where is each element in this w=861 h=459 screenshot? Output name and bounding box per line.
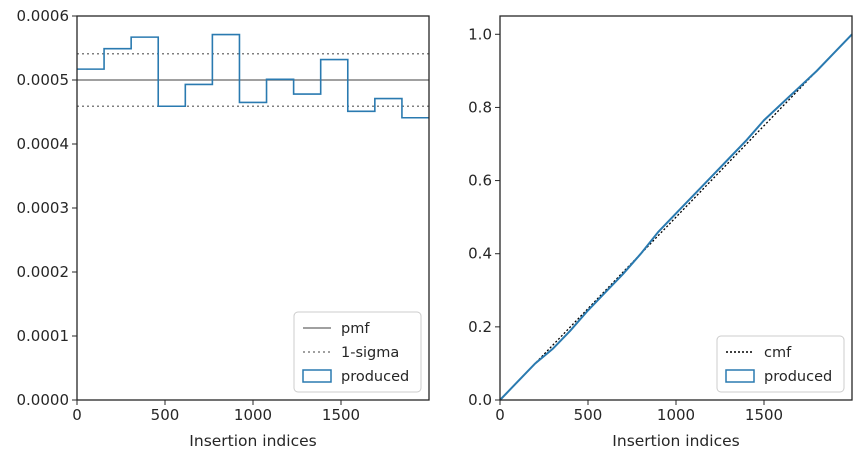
- cmf-line: [499, 33, 853, 401]
- y-tick-label: 0.0000: [17, 391, 70, 409]
- produced-legend-label: produced: [764, 369, 832, 385]
- axes-frame: [76, 15, 430, 401]
- produced-legend-label: produced: [341, 369, 409, 385]
- x-axis-label: Insertion indices: [612, 432, 739, 450]
- x-tick-label: 1500: [322, 406, 360, 424]
- x-tick-label: 1000: [234, 406, 272, 424]
- produced-line: [499, 33, 853, 401]
- cmf-panel: 0 500 1000 1500 0.0 0.2 0.4 0.6 0.8 1.0 Insertion …: [468, 15, 853, 450]
- produced-legend-swatch: [725, 369, 755, 383]
- x-tick-label: 1000: [657, 406, 695, 424]
- y-tick-label: 1.0: [468, 25, 492, 43]
- pmf-panel: 0 500 1000 1500 0.0000 0.0001 0.0002 0.0003 0.00…: [17, 7, 430, 450]
- produced-legend-swatch: [302, 369, 332, 383]
- y-tick-label: 0.0005: [17, 71, 70, 89]
- legend: [716, 335, 845, 393]
- y-tick-label: 0.0004: [17, 135, 70, 153]
- axes-frame: [499, 15, 853, 401]
- y-tick-label: 0.0001: [17, 327, 70, 345]
- produced-histogram-line: [77, 33, 429, 119]
- legend: [293, 311, 422, 393]
- y-tick-label: 0.0003: [17, 199, 70, 217]
- y-tick-label: 0.4: [468, 245, 492, 263]
- y-tick-label: 0.8: [468, 98, 492, 116]
- x-tick-label: 500: [151, 406, 180, 424]
- x-tick-label: 1500: [745, 406, 783, 424]
- x-tick-label: 0: [72, 406, 82, 424]
- pmf-legend-label: pmf: [341, 321, 370, 337]
- y-tick-label: 0.6: [468, 172, 492, 190]
- x-tick-label: 500: [574, 406, 603, 424]
- y-tick-label: 0.0: [468, 391, 492, 409]
- y-tick-label: 0.0002: [17, 263, 70, 281]
- x-axis-label: Insertion indices: [189, 432, 316, 450]
- cmf-legend-label: cmf: [764, 345, 792, 361]
- x-tick-label: 0: [495, 406, 505, 424]
- y-tick-label: 0.0006: [17, 7, 70, 25]
- y-tick-label: 0.2: [468, 318, 492, 336]
- sigma-legend-label: 1-sigma: [341, 345, 399, 361]
